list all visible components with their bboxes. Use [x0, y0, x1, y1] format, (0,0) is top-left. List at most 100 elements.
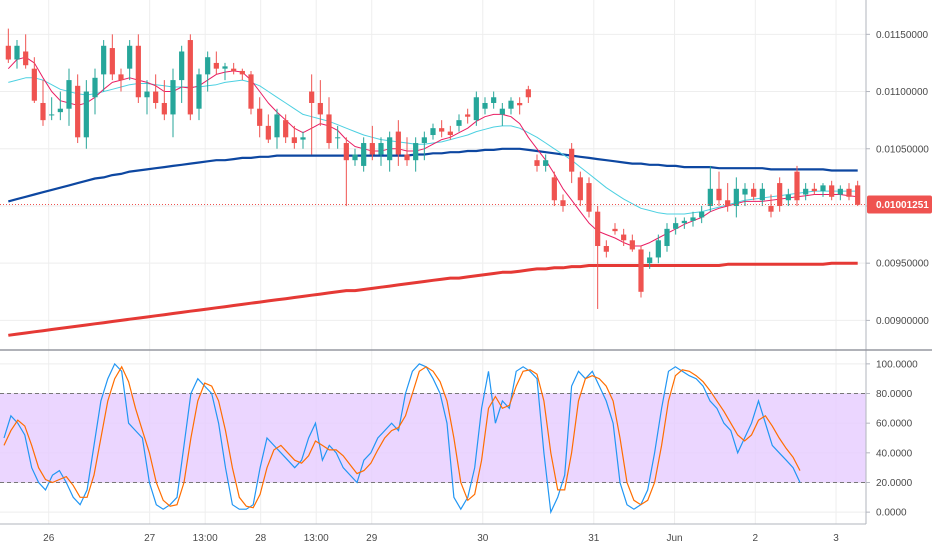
candle-87 — [759, 183, 765, 206]
time-tick-label-0: 26 — [43, 533, 55, 544]
candle-29 — [257, 97, 263, 138]
candle-18 — [161, 80, 167, 121]
ma-long-line — [8, 261, 858, 337]
candle-body — [257, 108, 263, 126]
candle-84 — [733, 177, 739, 218]
stoch-k-line — [3, 362, 801, 515]
time-tick-label-8: Jun — [666, 533, 682, 544]
candle-8 — [75, 74, 81, 144]
candle-body — [482, 102, 488, 109]
candle-body — [135, 45, 141, 98]
candle-78 — [681, 217, 687, 229]
candle-15 — [135, 34, 141, 103]
time-tick-label-5: 29 — [366, 533, 378, 544]
price-tick-label-2: 0.01050000 — [876, 144, 929, 155]
price-tick-label-1: 0.01100000 — [876, 87, 929, 98]
candle-body — [57, 108, 63, 113]
candle-body — [768, 205, 774, 212]
last-price-tag-bg — [867, 195, 932, 214]
stoch-axis-ticks: 100.0000 80.0000 60.0000 40.0000 20.0000 0.00… — [866, 359, 918, 519]
candle-51 — [447, 125, 453, 140]
candle-96 — [837, 185, 843, 201]
candlesticks[interactable] — [5, 28, 861, 309]
candle-38 — [335, 125, 341, 149]
candle-body — [690, 217, 696, 221]
stochastic-lines — [0, 362, 866, 515]
ma-fast-path — [7, 56, 858, 247]
candle-75 — [655, 234, 661, 264]
candle-90 — [785, 188, 791, 206]
stoch-tick-label-3: 40.0000 — [876, 448, 913, 459]
candle-1 — [14, 40, 20, 69]
candle-body — [733, 188, 739, 206]
candle-body — [5, 45, 11, 60]
candle-body — [525, 89, 531, 98]
candle-69 — [603, 240, 609, 258]
ma-fast-line — [7, 56, 858, 247]
candle-body — [759, 188, 765, 201]
candle-body — [83, 91, 89, 138]
candle-10 — [92, 68, 98, 115]
candle-21 — [187, 34, 193, 121]
candle-body — [144, 91, 150, 98]
candle-body — [196, 74, 202, 109]
candle-41 — [361, 137, 367, 172]
candle-31 — [274, 108, 280, 149]
candle-54 — [473, 91, 479, 126]
candle-body — [837, 188, 843, 195]
candle-body — [794, 171, 800, 201]
candle-body — [421, 137, 427, 144]
stoch-d-line — [3, 365, 801, 509]
candle-88 — [768, 194, 774, 218]
candle-59 — [517, 97, 523, 115]
candle-body — [248, 74, 254, 109]
candle-body — [595, 211, 601, 247]
candle-35 — [309, 74, 315, 155]
candle-body — [629, 240, 635, 250]
candle-body — [560, 200, 566, 206]
candle-46 — [404, 137, 410, 166]
candle-body — [14, 45, 20, 60]
time-tick-label-2: 13:00 — [193, 533, 218, 544]
candle-36 — [317, 80, 323, 126]
candle-11 — [101, 40, 107, 92]
candle-body — [534, 160, 540, 166]
candle-30 — [265, 114, 271, 144]
candle-body — [586, 183, 592, 212]
candle-body — [326, 114, 332, 144]
stoch-tick-label-0: 100.0000 — [876, 359, 918, 370]
candle-70 — [612, 223, 618, 235]
candle-body — [439, 128, 445, 132]
candle-body — [361, 143, 367, 166]
candle-body — [430, 128, 436, 136]
time-axis-ticks: 26 27 13:00 28 13:00 29 30 31 Jun 2 3 — [43, 533, 839, 544]
candle-body — [231, 68, 237, 71]
candle-body — [447, 131, 453, 136]
candle-44 — [387, 131, 393, 172]
candle-3 — [31, 57, 37, 103]
candle-body — [187, 40, 193, 115]
candle-body — [491, 97, 497, 103]
candle-body — [404, 154, 410, 161]
candle-body — [222, 66, 228, 69]
candle-43 — [378, 137, 384, 166]
candle-body — [161, 102, 167, 115]
candle-body — [473, 97, 479, 121]
candle-body — [673, 223, 679, 229]
stoch-tick-label-1: 80.0000 — [876, 389, 913, 400]
candle-74 — [647, 251, 653, 269]
candle-body — [456, 120, 462, 126]
candle-52 — [456, 114, 462, 132]
price-tick-label-4: 0.00950000 — [876, 259, 929, 270]
candle-body — [577, 177, 583, 201]
candle-9 — [83, 80, 89, 149]
candle-body — [413, 143, 419, 161]
candle-body — [66, 80, 72, 109]
candle-39 — [343, 137, 349, 206]
candle-body — [101, 45, 107, 75]
candle-66 — [577, 171, 583, 206]
candle-4 — [40, 80, 46, 126]
candle-20 — [179, 45, 185, 103]
candle-97 — [846, 183, 852, 201]
